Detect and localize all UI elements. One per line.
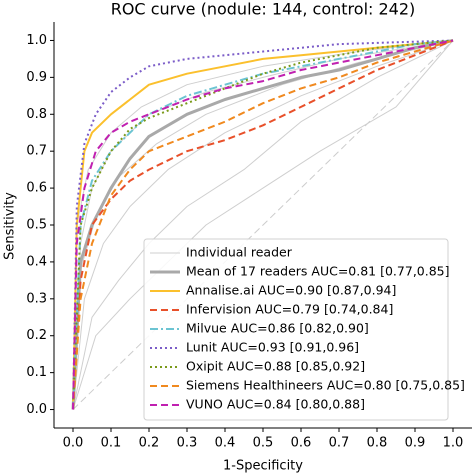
y-tick-label: 0.8 — [26, 107, 47, 122]
reader-line — [72, 40, 454, 410]
roc-line — [72, 39, 454, 410]
roc-line — [72, 39, 454, 410]
x-tick-label: 0.8 — [367, 436, 388, 451]
x-tick-label: 0.3 — [177, 436, 198, 451]
y-tick-label: 0.5 — [26, 218, 47, 233]
roc-line — [72, 39, 454, 410]
legend-label: Siemens Healthineers AUC=0.80 [0.75,0.85… — [186, 378, 465, 393]
legend-label: Individual reader — [186, 245, 293, 260]
y-tick-label: 0.1 — [26, 365, 47, 380]
legend-label: Infervision AUC=0.79 [0.74,0.84] — [186, 302, 393, 317]
x-tick-label: 0.6 — [291, 436, 312, 451]
legend-label: Mean of 17 readers AUC=0.81 [0.77,0.85] — [186, 264, 450, 279]
y-tick-label: 0.2 — [26, 328, 47, 343]
reader-line — [72, 40, 454, 410]
reader-line — [72, 40, 454, 410]
legend-label: VUNO AUC=0.84 [0.80,0.88] — [186, 397, 365, 412]
roc-line — [72, 39, 454, 410]
roc-line — [72, 39, 454, 410]
legend-label: Milvue AUC=0.86 [0.82,0.90] — [186, 321, 369, 336]
y-tick-label: 0.9 — [26, 70, 47, 85]
x-tick-label: 1.0 — [443, 436, 464, 451]
x-tick-label: 0.5 — [253, 436, 274, 451]
x-tick-label: 0.2 — [139, 436, 160, 451]
y-axis-label: Sensitivity — [3, 192, 18, 260]
x-tick-label: 0.7 — [329, 436, 350, 451]
roc-line — [72, 39, 454, 410]
roc-line — [71, 39, 454, 410]
x-tick-label: 0.4 — [215, 436, 236, 451]
legend-box — [143, 238, 449, 421]
x-tick-label: 0.1 — [101, 436, 122, 451]
x-tick-label: 0.9 — [405, 436, 426, 451]
y-tick-label: 0.6 — [26, 181, 47, 196]
y-tick-label: 0.4 — [26, 254, 47, 269]
reader-line — [72, 40, 454, 410]
y-tick-label: 1.0 — [26, 33, 47, 48]
legend-label: Oxipit AUC=0.88 [0.85,0.92] — [186, 359, 365, 374]
roc-line — [72, 39, 454, 410]
y-tick-label: 0.0 — [26, 402, 47, 417]
y-tick-label: 0.3 — [26, 291, 47, 306]
x-axis-label: 1-Specificity — [223, 459, 303, 474]
x-tick-label: 0.0 — [63, 436, 84, 451]
legend-label: Lunit AUC=0.93 [0.91,0.96] — [186, 340, 359, 355]
diagonal-line — [72, 40, 454, 410]
legend-label: Annalise.ai AUC=0.90 [0.87,0.94] — [186, 283, 396, 298]
y-tick-label: 0.7 — [26, 144, 47, 159]
reader-line — [72, 40, 454, 410]
chart-title: ROC curve (nodule: 144, control: 242) — [111, 0, 416, 19]
